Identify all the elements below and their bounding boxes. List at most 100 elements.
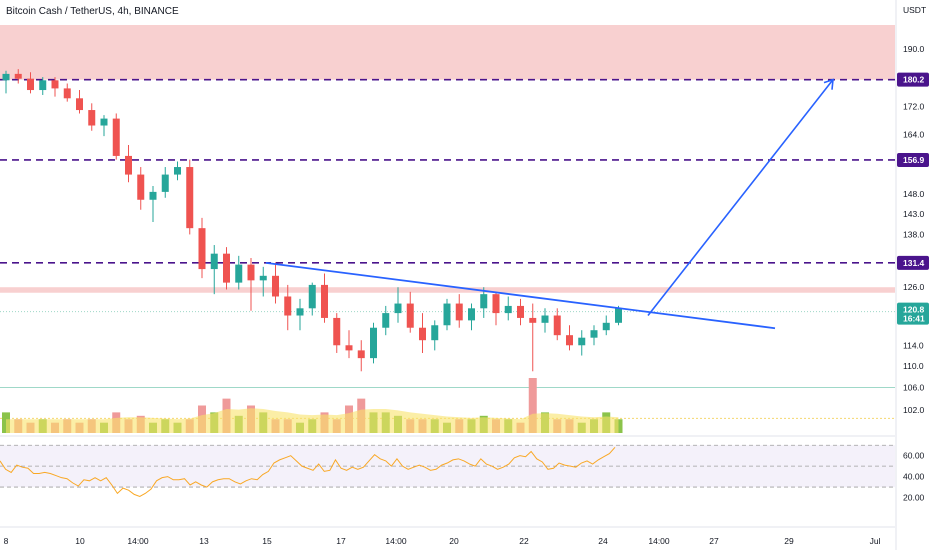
last-price-value: 120.8 (903, 305, 925, 315)
level-badge (897, 255, 929, 270)
candle-body (235, 264, 243, 283)
candle-body (223, 253, 230, 283)
candle-body (590, 330, 598, 338)
level-badge (897, 72, 929, 87)
candle-body (615, 308, 622, 323)
projection-arrow (647, 79, 834, 317)
candle-body (541, 315, 549, 323)
price-tick-label: 106.0 (903, 382, 925, 392)
candle-body (321, 284, 328, 318)
volume-pane (2, 378, 623, 433)
level-badge (897, 152, 929, 167)
price-tick-label: 138.0 (903, 229, 925, 239)
time-tick-label: 22 (519, 536, 529, 546)
candle-body (406, 303, 414, 328)
price-tick-label: 102.0 (903, 405, 925, 415)
price-unit-label: USDT (903, 5, 926, 15)
candle-body (578, 337, 586, 346)
chart-title: Bitcoin Cash / TetherUS, 4h, BINANCE (6, 6, 179, 17)
rsi-line (0, 446, 616, 498)
candle-body (137, 174, 145, 200)
candle-body (112, 118, 120, 156)
arrow-head (823, 78, 834, 90)
candle-body (308, 284, 316, 309)
candle-body (284, 296, 292, 316)
price-zones (0, 25, 895, 293)
time-tick-label: 15 (262, 536, 272, 546)
time-tick-label: 10 (75, 536, 85, 546)
candles (2, 69, 622, 372)
time-tick-label: 14:00 (127, 536, 149, 546)
candle-body (272, 275, 279, 297)
time-tick-label: 29 (784, 536, 794, 546)
candle-body (88, 110, 96, 126)
candle-body (602, 322, 610, 331)
drawings[interactable] (265, 78, 834, 330)
candle-body (345, 345, 353, 351)
price-zone (0, 287, 895, 293)
candle-body (100, 118, 108, 126)
time-tick-label: 13 (199, 536, 209, 546)
candle-body (553, 315, 561, 336)
candle-body (198, 228, 206, 270)
candle-body (210, 253, 218, 270)
time-tick-label: 14:00 (648, 536, 670, 546)
candle-body (382, 313, 390, 328)
candle-body (566, 335, 573, 346)
candle-body (431, 325, 439, 341)
trendline (265, 261, 776, 330)
horizontal-levels[interactable] (0, 78, 895, 264)
time-tick-label: 8 (4, 536, 9, 546)
time-tick-label: 24 (598, 536, 608, 546)
last-price-countdown: 16:41 (903, 314, 925, 324)
time-tick-label: 27 (709, 536, 719, 546)
candle-body (443, 303, 451, 326)
price-tick-label: 110.0 (903, 361, 924, 371)
candle-body (492, 294, 500, 314)
candle-body (468, 308, 475, 321)
candle-body (480, 294, 488, 309)
price-tick-label: 126.0 (903, 282, 925, 292)
candle-body (529, 317, 537, 323)
volume-bar (528, 378, 537, 433)
rsi-tick-label: 60.00 (903, 451, 925, 461)
candle-body (39, 80, 47, 91)
price-tick-label: 114.0 (903, 340, 924, 350)
candle-body (186, 167, 194, 229)
candle-body (161, 174, 169, 192)
time-tick-label: 14:00 (385, 536, 407, 546)
candle-body (149, 191, 157, 200)
rsi-tick-label: 40.00 (903, 472, 925, 482)
candle-body (14, 73, 22, 79)
candle-body (2, 73, 10, 81)
candle-body (357, 350, 365, 359)
candle-body (504, 305, 512, 314)
candle-body (76, 98, 83, 111)
candle-body (27, 78, 34, 91)
candle-body (419, 327, 426, 341)
volume-ma-area (6, 408, 619, 433)
candle-body (333, 317, 341, 346)
level-badge-text: 156.9 (903, 155, 925, 165)
price-zone (0, 25, 895, 80)
rsi-pane (0, 435, 895, 498)
candle-body (394, 303, 402, 314)
time-tick-label: 17 (336, 536, 346, 546)
price-tick-label: 190.0 (903, 44, 925, 54)
time-tick-label: 20 (449, 536, 459, 546)
candle-body (125, 155, 132, 175)
price-tick-label: 148.0 (903, 189, 925, 199)
candle-body (63, 88, 71, 99)
candle-body (296, 308, 304, 316)
candle-body (455, 303, 463, 321)
candle-body (174, 167, 181, 175)
level-badge-text: 180.2 (903, 75, 925, 85)
time-axis[interactable]: 8 10 14:00 13 15 17 14:00 20 22 24 14:00 27 29 Jul (0, 526, 895, 546)
price-axis[interactable]: 60.00 40.00 20.00 USDT 102.0 106.0 110.0 114.0 1… (895, 0, 929, 550)
time-tick-label: Jul (870, 536, 881, 546)
candle-body (370, 327, 377, 359)
price-tick-label: 164.0 (903, 129, 925, 139)
candle-body (51, 80, 59, 89)
candle-body (259, 275, 267, 281)
